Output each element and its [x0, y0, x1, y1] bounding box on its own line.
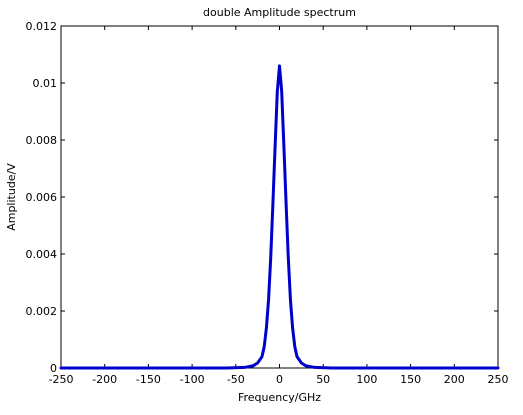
x-tick-label: -200	[92, 373, 117, 386]
y-tick-label: 0.01	[33, 77, 58, 90]
y-tick-label: 0.006	[26, 191, 58, 204]
x-tick-label: 200	[444, 373, 465, 386]
series-layer	[59, 64, 500, 370]
y-tick-label: 0.004	[26, 248, 58, 261]
axis-ticks: -250 -200 -150 -100 -50 0 50 100 150 200 250 0 0.002…	[26, 20, 509, 386]
x-tick-label: -150	[136, 373, 161, 386]
y-tick-label: 0	[50, 362, 57, 375]
series-line	[59, 64, 500, 370]
x-tick-label: 100	[356, 373, 377, 386]
x-tick-label: 0	[276, 373, 283, 386]
x-tick-label: 250	[488, 373, 509, 386]
x-axis-label: Frequency/GHz	[238, 391, 321, 404]
y-tick-label: 0.008	[26, 134, 58, 147]
y-tick-label: 0.012	[26, 20, 58, 33]
x-tick-label: -100	[180, 373, 205, 386]
y-tick-label: 0.002	[26, 305, 58, 318]
y-axis-label: Amplitude/V	[5, 163, 18, 231]
x-tick-label: -50	[227, 373, 245, 386]
x-tick-label: 150	[400, 373, 421, 386]
chart-title: double Amplitude spectrum	[203, 6, 356, 19]
x-tick-label: 50	[316, 373, 330, 386]
x-tick-label: -250	[49, 373, 74, 386]
